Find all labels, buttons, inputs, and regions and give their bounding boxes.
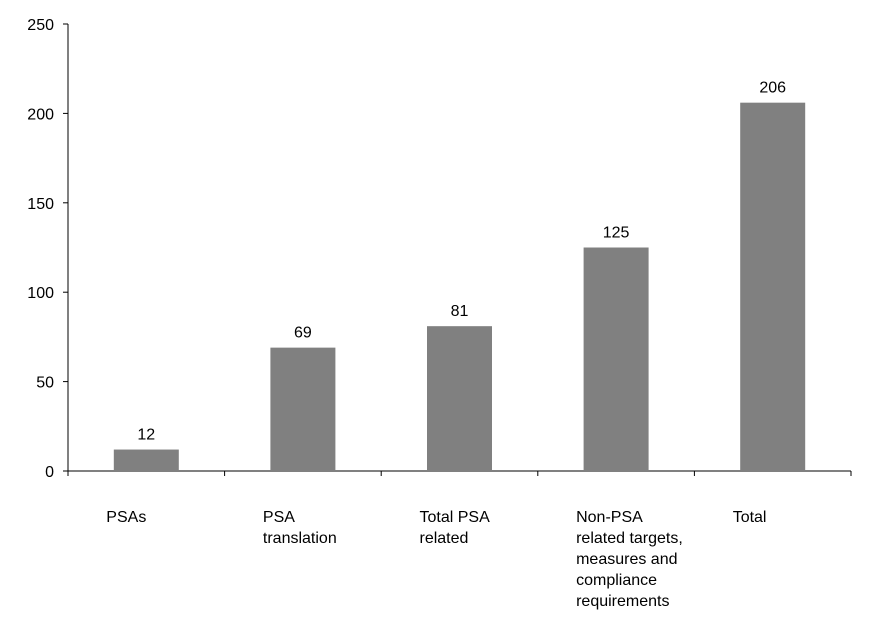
bar <box>113 449 179 471</box>
category-label: PSAs <box>106 509 146 526</box>
category-label: compliance <box>576 572 657 589</box>
y-tick-label: 200 <box>27 106 54 123</box>
bars <box>113 102 806 471</box>
category-label: translation <box>263 530 337 547</box>
category-label: Total <box>733 509 767 526</box>
category-labels: PSAs PSA translation Total PSA related Non-PS… <box>106 509 766 610</box>
data-label: 12 <box>137 427 155 444</box>
category-label: related <box>420 530 469 547</box>
y-tick-label: 150 <box>27 196 54 213</box>
category-label: requirements <box>576 593 669 610</box>
data-label: 206 <box>759 80 786 97</box>
x-axis <box>67 470 852 476</box>
data-label: 69 <box>294 325 312 342</box>
category-label: measures and <box>576 551 677 568</box>
y-tick-label: 100 <box>27 285 54 302</box>
data-label: 81 <box>451 303 469 320</box>
bar <box>270 347 336 471</box>
bar <box>427 326 492 471</box>
bar <box>583 247 649 471</box>
category-label: related targets, <box>576 530 683 547</box>
category-label: Total PSA <box>420 509 491 526</box>
category-label: Non-PSA <box>576 509 643 526</box>
y-axis: 0 50 100 150 200 250 <box>27 17 69 481</box>
data-label: 125 <box>603 225 630 242</box>
y-tick-label: 50 <box>36 375 54 392</box>
category-label: PSA <box>263 509 295 526</box>
data-labels: 12 69 81 125 206 <box>137 80 786 444</box>
y-tick-label: 0 <box>45 464 54 481</box>
y-tick-label: 250 <box>27 17 54 34</box>
bar <box>740 102 806 471</box>
